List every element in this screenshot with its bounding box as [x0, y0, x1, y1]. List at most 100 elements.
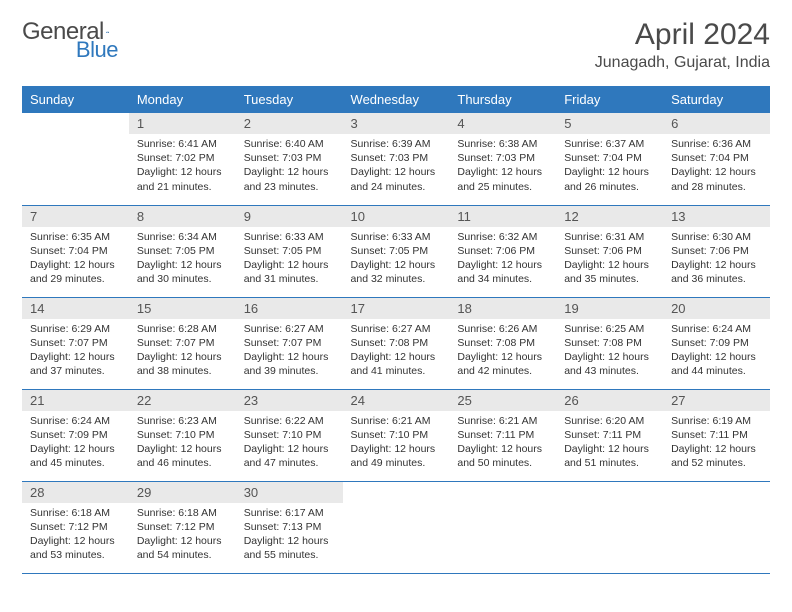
title-block: April 2024 Junagadh, Gujarat, India [595, 18, 770, 72]
daylight-label: Daylight: [137, 443, 178, 455]
day-number: 19 [556, 298, 663, 319]
sunset-label: Sunset: [351, 245, 387, 257]
sunset-label: Sunset: [30, 245, 66, 257]
sunset-line: Sunset: 7:07 PM [244, 336, 335, 350]
sunset-line: Sunset: 7:05 PM [351, 244, 442, 258]
calendar-cell: 18Sunrise: 6:26 AMSunset: 7:08 PMDayligh… [449, 297, 556, 389]
sunrise-label: Sunrise: [671, 138, 710, 150]
calendar-cell: 12Sunrise: 6:31 AMSunset: 7:06 PMDayligh… [556, 205, 663, 297]
daylight-label: Daylight: [30, 259, 71, 271]
day-number: 24 [343, 390, 450, 411]
sunset-line: Sunset: 7:10 PM [351, 428, 442, 442]
sunset-line: Sunset: 7:11 PM [564, 428, 655, 442]
sunset-line: Sunset: 7:12 PM [30, 520, 121, 534]
calendar-row: 21Sunrise: 6:24 AMSunset: 7:09 PMDayligh… [22, 389, 770, 481]
calendar-cell: 11Sunrise: 6:32 AMSunset: 7:06 PMDayligh… [449, 205, 556, 297]
daylight-line: Daylight: 12 hours and 34 minutes. [457, 258, 548, 286]
sunset-line: Sunset: 7:04 PM [564, 151, 655, 165]
day-details: Sunrise: 6:26 AMSunset: 7:08 PMDaylight:… [449, 319, 556, 385]
calendar-cell-empty: .. [22, 113, 129, 205]
sunrise-value: 6:21 AM [499, 415, 538, 427]
sunset-line: Sunset: 7:06 PM [671, 244, 762, 258]
sunset-label: Sunset: [351, 337, 387, 349]
weekday-header: Sunday [22, 86, 129, 113]
day-number: 29 [129, 482, 236, 503]
daylight-line: Daylight: 12 hours and 46 minutes. [137, 442, 228, 470]
sunset-value: 7:11 PM [496, 429, 534, 441]
day-details: Sunrise: 6:24 AMSunset: 7:09 PMDaylight:… [22, 411, 129, 477]
day-number: 14 [22, 298, 129, 319]
daylight-label: Daylight: [244, 351, 285, 363]
sunset-line: Sunset: 7:09 PM [671, 336, 762, 350]
logo-text-b: Blue [76, 37, 118, 63]
sunrise-label: Sunrise: [244, 507, 283, 519]
daylight-label: Daylight: [457, 166, 498, 178]
sunrise-label: Sunrise: [457, 415, 496, 427]
sunrise-label: Sunrise: [351, 323, 390, 335]
sunset-line: Sunset: 7:03 PM [457, 151, 548, 165]
sunset-value: 7:03 PM [282, 152, 321, 164]
sunrise-value: 6:18 AM [178, 507, 217, 519]
sunset-label: Sunset: [457, 429, 493, 441]
calendar-cell: 14Sunrise: 6:29 AMSunset: 7:07 PMDayligh… [22, 297, 129, 389]
daylight-label: Daylight: [244, 259, 285, 271]
sunrise-line: Sunrise: 6:26 AM [457, 322, 548, 336]
sunrise-label: Sunrise: [137, 415, 176, 427]
daylight-line: Daylight: 12 hours and 23 minutes. [244, 165, 335, 193]
sunrise-line: Sunrise: 6:17 AM [244, 506, 335, 520]
day-details: Sunrise: 6:27 AMSunset: 7:07 PMDaylight:… [236, 319, 343, 385]
daylight-label: Daylight: [671, 351, 712, 363]
sunrise-line: Sunrise: 6:31 AM [564, 230, 655, 244]
sunrise-line: Sunrise: 6:27 AM [244, 322, 335, 336]
daylight-label: Daylight: [457, 443, 498, 455]
sunrise-label: Sunrise: [30, 323, 69, 335]
sunset-label: Sunset: [137, 245, 173, 257]
day-number: 4 [449, 113, 556, 134]
sunset-label: Sunset: [671, 429, 707, 441]
calendar-cell: 10Sunrise: 6:33 AMSunset: 7:05 PMDayligh… [343, 205, 450, 297]
day-number: 11 [449, 206, 556, 227]
sunset-value: 7:07 PM [175, 337, 214, 349]
sunset-value: 7:05 PM [282, 245, 321, 257]
daylight-line: Daylight: 12 hours and 53 minutes. [30, 534, 121, 562]
sunset-line: Sunset: 7:08 PM [351, 336, 442, 350]
sunrise-value: 6:27 AM [392, 323, 431, 335]
day-details: Sunrise: 6:18 AMSunset: 7:12 PMDaylight:… [22, 503, 129, 569]
daylight-line: Daylight: 12 hours and 36 minutes. [671, 258, 762, 286]
day-number: 8 [129, 206, 236, 227]
daylight-line: Daylight: 12 hours and 31 minutes. [244, 258, 335, 286]
day-details: Sunrise: 6:35 AMSunset: 7:04 PMDaylight:… [22, 227, 129, 293]
sunrise-label: Sunrise: [137, 231, 176, 243]
sunrise-line: Sunrise: 6:33 AM [351, 230, 442, 244]
page: General Blue April 2024 Junagadh, Gujara… [0, 0, 792, 592]
day-number: 20 [663, 298, 770, 319]
day-details: Sunrise: 6:27 AMSunset: 7:08 PMDaylight:… [343, 319, 450, 385]
daylight-line: Daylight: 12 hours and 52 minutes. [671, 442, 762, 470]
sunset-label: Sunset: [244, 245, 280, 257]
sunset-label: Sunset: [244, 152, 280, 164]
day-number: 27 [663, 390, 770, 411]
calendar-cell: 9Sunrise: 6:33 AMSunset: 7:05 PMDaylight… [236, 205, 343, 297]
sunrise-value: 6:25 AM [606, 323, 645, 335]
calendar-cell: 16Sunrise: 6:27 AMSunset: 7:07 PMDayligh… [236, 297, 343, 389]
sunrise-line: Sunrise: 6:41 AM [137, 137, 228, 151]
sunrise-value: 6:27 AM [285, 323, 324, 335]
sunrise-line: Sunrise: 6:24 AM [30, 414, 121, 428]
daylight-line: Daylight: 12 hours and 44 minutes. [671, 350, 762, 378]
calendar-cell: 28Sunrise: 6:18 AMSunset: 7:12 PMDayligh… [22, 481, 129, 573]
sunrise-line: Sunrise: 6:28 AM [137, 322, 228, 336]
daylight-line: Daylight: 12 hours and 30 minutes. [137, 258, 228, 286]
day-number: 26 [556, 390, 663, 411]
calendar-row: 28Sunrise: 6:18 AMSunset: 7:12 PMDayligh… [22, 481, 770, 573]
sunset-value: 7:04 PM [710, 152, 749, 164]
sunset-line: Sunset: 7:07 PM [30, 336, 121, 350]
daylight-line: Daylight: 12 hours and 45 minutes. [30, 442, 121, 470]
calendar-cell: 23Sunrise: 6:22 AMSunset: 7:10 PMDayligh… [236, 389, 343, 481]
sunset-line: Sunset: 7:13 PM [244, 520, 335, 534]
weekday-header: Wednesday [343, 86, 450, 113]
day-details: Sunrise: 6:33 AMSunset: 7:05 PMDaylight:… [343, 227, 450, 293]
sunset-value: 7:03 PM [496, 152, 535, 164]
calendar-cell: 21Sunrise: 6:24 AMSunset: 7:09 PMDayligh… [22, 389, 129, 481]
calendar-cell: 1Sunrise: 6:41 AMSunset: 7:02 PMDaylight… [129, 113, 236, 205]
daylight-label: Daylight: [351, 166, 392, 178]
